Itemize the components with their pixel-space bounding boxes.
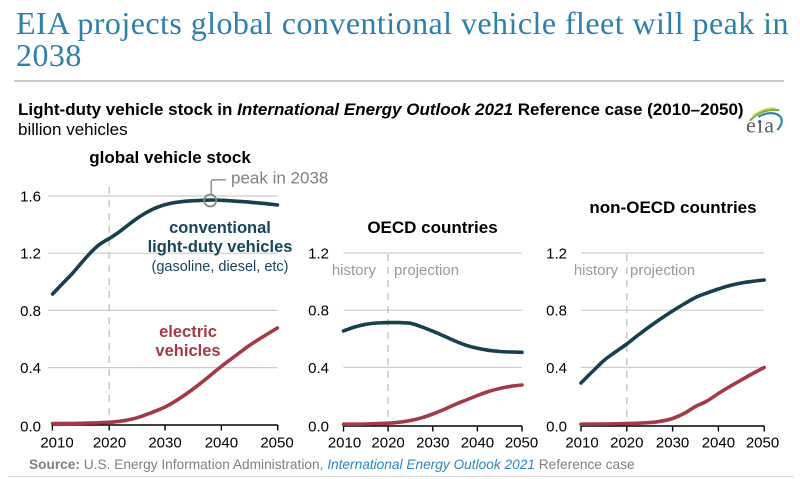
svg-text:vehicles: vehicles: [155, 342, 220, 360]
svg-text:conventional: conventional: [169, 219, 271, 237]
svg-text:eıa: eıa: [746, 113, 775, 138]
svg-text:0.8: 0.8: [546, 303, 567, 320]
svg-text:2050: 2050: [260, 435, 293, 452]
svg-text:history: history: [332, 262, 377, 279]
svg-text:2030: 2030: [416, 435, 449, 452]
svg-text:OECD countries: OECD countries: [367, 218, 497, 237]
svg-text:non-OECD countries: non-OECD countries: [589, 198, 756, 217]
svg-text:1.2: 1.2: [308, 245, 329, 262]
svg-text:(gasoline, diesel, etc): (gasoline, diesel, etc): [151, 259, 288, 275]
svg-text:projection: projection: [394, 262, 459, 279]
svg-text:electric: electric: [159, 323, 217, 341]
svg-text:2040: 2040: [205, 435, 238, 452]
svg-text:global vehicle stock: global vehicle stock: [89, 148, 251, 167]
svg-text:0.8: 0.8: [20, 303, 41, 320]
svg-text:2050: 2050: [505, 435, 538, 452]
svg-text:projection: projection: [630, 262, 695, 279]
svg-text:1.6: 1.6: [20, 188, 41, 205]
svg-text:0.0: 0.0: [308, 418, 329, 435]
svg-text:2010: 2010: [40, 435, 73, 452]
svg-text:0.4: 0.4: [546, 360, 567, 377]
svg-text:0.4: 0.4: [308, 360, 329, 377]
svg-text:1.2: 1.2: [546, 245, 567, 262]
svg-text:2030: 2030: [148, 435, 181, 452]
svg-text:history: history: [574, 262, 619, 279]
svg-text:light-duty vehicles: light-duty vehicles: [148, 238, 293, 256]
svg-text:2010: 2010: [565, 435, 598, 452]
svg-text:2010: 2010: [328, 435, 361, 452]
svg-text:0.4: 0.4: [20, 360, 41, 377]
svg-text:2020: 2020: [93, 435, 126, 452]
svg-text:0.0: 0.0: [546, 418, 567, 435]
svg-text:peak in 2038: peak in 2038: [231, 169, 328, 188]
svg-text:2050: 2050: [746, 435, 779, 452]
svg-text:2030: 2030: [656, 435, 689, 452]
svg-text:2020: 2020: [371, 435, 404, 452]
svg-text:0.8: 0.8: [308, 303, 329, 320]
svg-text:1.2: 1.2: [20, 246, 41, 263]
svg-text:2040: 2040: [702, 435, 735, 452]
svg-text:0.0: 0.0: [20, 418, 41, 435]
svg-text:2040: 2040: [461, 435, 494, 452]
svg-text:2020: 2020: [610, 435, 643, 452]
